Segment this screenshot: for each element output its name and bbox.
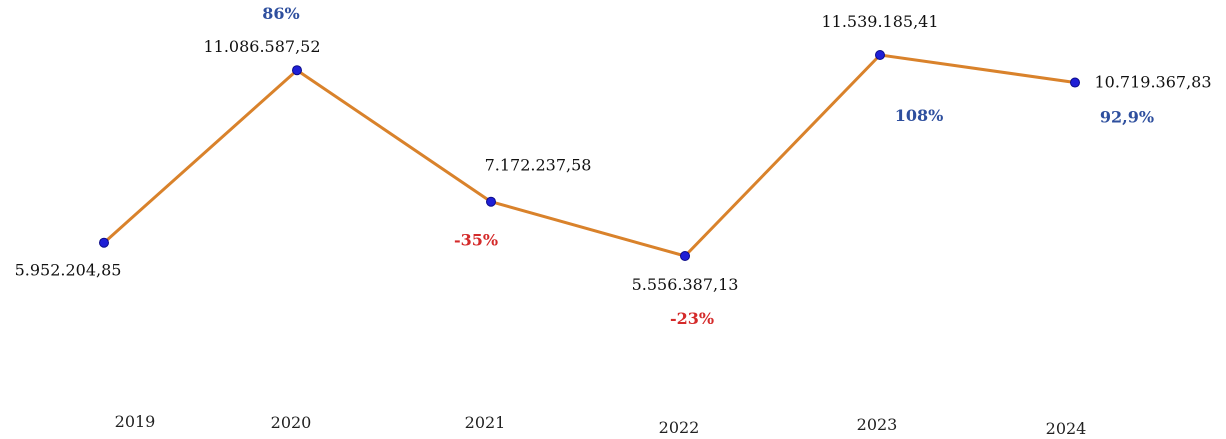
data-point-2023 — [875, 50, 885, 60]
change-label-2020: 86% — [262, 4, 299, 23]
data-point-2020 — [292, 65, 302, 76]
data-point-2021 — [486, 196, 496, 207]
x-tick-2021: 2021 — [465, 413, 506, 432]
change-label-2022: -23% — [670, 309, 714, 328]
data-point-2024 — [1070, 77, 1080, 88]
value-label-2021: 7.172.237,58 — [485, 156, 592, 175]
data-labels: 5.952.204,85 11.086.587,52 86% 7.172.237,58… — [15, 4, 1212, 328]
x-tick-2023: 2023 — [857, 415, 898, 434]
value-label-2024: 10.719.367,83 — [1094, 73, 1211, 92]
value-label-2020: 11.086.587,52 — [203, 37, 320, 56]
change-label-2024: 92,9% — [1100, 108, 1154, 127]
x-tick-2022: 2022 — [659, 418, 700, 437]
change-label-2023: 108% — [895, 106, 944, 125]
change-label-2021: -35% — [454, 231, 498, 250]
value-label-2022: 5.556.387,13 — [632, 275, 739, 294]
data-markers — [99, 50, 1080, 261]
series-line — [102, 53, 1077, 258]
value-label-2019: 5.952.204,85 — [15, 261, 122, 280]
x-tick-2019: 2019 — [115, 412, 156, 431]
x-tick-2020: 2020 — [271, 413, 312, 432]
data-point-2019 — [99, 237, 109, 248]
x-tick-2024: 2024 — [1046, 419, 1087, 438]
value-label-2023: 11.539.185,41 — [821, 12, 938, 31]
x-axis-ticks: 2019 2020 2021 2022 2023 2024 — [115, 412, 1087, 438]
data-point-2022 — [680, 251, 690, 261]
